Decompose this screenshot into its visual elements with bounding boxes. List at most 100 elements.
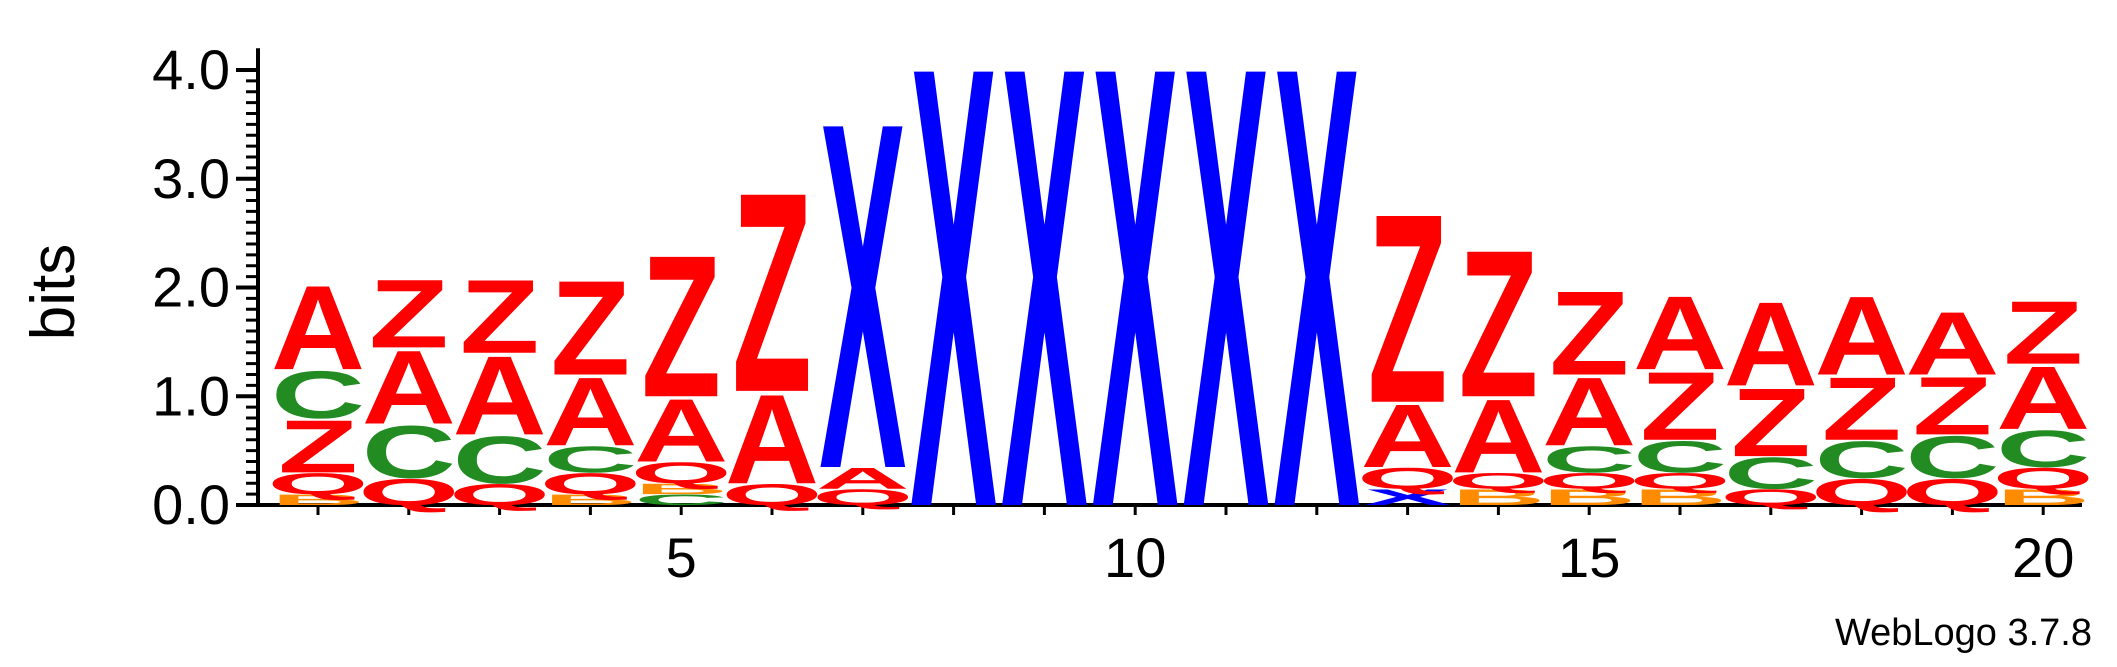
y-axis-label: bits — [19, 244, 88, 340]
y-tick-label: 1.0 — [152, 364, 230, 427]
logo-glyph-C: C — [453, 422, 547, 497]
logo-column-9: X — [1001, 0, 1089, 639]
logo-glyph-X: X — [1364, 485, 1451, 510]
y-tick-label: 2.0 — [152, 256, 230, 319]
logo-glyph-X: X — [910, 0, 998, 639]
logo-glyph-B: B — [1542, 485, 1636, 510]
logo-column-10: X — [1092, 0, 1180, 639]
x-tick-label: 20 — [2012, 526, 2074, 589]
logo-glyph-Q: Q — [631, 456, 732, 490]
logo-glyph-Q: Q — [540, 467, 641, 501]
logo-glyph-B: B — [634, 481, 728, 498]
logo-glyph-Z: Z — [1459, 208, 1539, 442]
logo-glyph-C: C — [543, 439, 637, 481]
logo-glyph-Q: Q — [267, 467, 368, 501]
x-tick-label: 5 — [666, 526, 697, 589]
logo-glyph-A: A — [1724, 277, 1818, 411]
logo-glyph-Z: Z — [1913, 360, 1993, 452]
logo-glyph-A: A — [1542, 358, 1636, 466]
logo-glyph-A: A — [271, 261, 365, 395]
logo-glyph-Z: Z — [1549, 266, 1629, 400]
logo-glyph-Z: Z — [1640, 352, 1720, 460]
logo-glyph-A: A — [1905, 293, 1999, 393]
logo-glyph-C: C — [1996, 420, 2090, 479]
x-tick-label: 15 — [1558, 526, 1620, 589]
logo-glyph-A: A — [1815, 273, 1909, 399]
logo-glyph-Q: Q — [1720, 485, 1821, 510]
logo-glyph-Q: Q — [449, 478, 550, 512]
logo-glyph-C: C — [362, 410, 456, 494]
logo-glyph-Z: Z — [641, 214, 721, 440]
y-tick-label: 4.0 — [152, 38, 230, 101]
y-tick-label: 3.0 — [152, 147, 230, 210]
logo-glyph-Q: Q — [721, 478, 822, 512]
logo-glyph-C: C — [1633, 432, 1727, 482]
logo-glyph-Z: Z — [1731, 369, 1811, 477]
logo-glyph-X: X — [1001, 0, 1089, 639]
logo-glyph-Q: Q — [1357, 462, 1458, 496]
logo-glyph-Z: Z — [2003, 282, 2083, 382]
logo-glyph-Q: Q — [1629, 468, 1730, 493]
logo-glyph-C: C — [1542, 439, 1636, 481]
logo-glyph-X: X — [1183, 0, 1271, 639]
logo-glyph-Q: Q — [358, 471, 459, 513]
x-axis: 5 10 15 20 — [258, 503, 2082, 589]
logo-glyph-Q: Q — [1539, 468, 1640, 493]
x-tick-label: 10 — [1104, 526, 1166, 589]
logo-glyph-Z: Z — [460, 259, 540, 376]
logo-glyph-Z: Z — [369, 260, 449, 368]
logo-glyph-Q: Q — [812, 485, 913, 510]
logo-glyph-A: A — [362, 329, 456, 446]
logo-glyph-A: A — [1361, 386, 1455, 486]
logo-glyph-B: B — [1996, 485, 2090, 510]
logo-glyph-Z: Z — [551, 253, 631, 404]
logo-glyph-X: X — [1273, 0, 1361, 639]
weblogo-version-label: WebLogo 3.7.8 — [1835, 612, 2092, 654]
logo-glyph-B: B — [1451, 485, 1545, 510]
logo-glyph-Z: Z — [278, 405, 358, 489]
logo-glyph-A: A — [543, 358, 637, 466]
logo-glyph-Q: Q — [1993, 462, 2094, 496]
logo-glyph-A: A — [1451, 378, 1545, 495]
y-axis: 0.0 1.0 2.0 3.0 4.0 — [152, 38, 260, 536]
logo-glyph-C: C — [271, 357, 365, 432]
logo-glyph-Q: Q — [1448, 468, 1549, 493]
logo-glyph-A: A — [634, 380, 728, 480]
logo-column-8: X — [910, 0, 998, 639]
logo-glyph-Z: Z — [1822, 359, 1902, 459]
logo-glyph-C: C — [1815, 431, 1909, 490]
logo-glyph-X: X — [819, 18, 907, 572]
logo-glyph-Q: Q — [1811, 471, 1912, 513]
logo-column-7: QAX — [812, 18, 913, 572]
logo-glyph-A: A — [816, 462, 910, 496]
logo-column-6: QAZ — [721, 132, 822, 511]
logo-glyph-A: A — [1996, 348, 2090, 448]
logo-glyph-Z: Z — [1368, 157, 1448, 459]
logo-column-11: X — [1183, 0, 1271, 639]
logo-glyph-C: C — [1724, 448, 1818, 498]
logo-column-12: X — [1273, 0, 1361, 639]
logo-glyph-C: C — [634, 491, 728, 508]
logo-glyph-B: B — [1633, 485, 1727, 510]
logo-glyph-A: A — [453, 333, 547, 459]
y-tick-label: 0.0 — [152, 473, 230, 536]
logo-glyph-C: C — [1905, 424, 1999, 491]
logo-glyph-B: B — [271, 491, 365, 508]
logo-glyph-A: A — [1633, 275, 1727, 392]
logo-glyph-Q: Q — [1902, 471, 2003, 513]
logo-glyph-Z: Z — [732, 132, 812, 451]
